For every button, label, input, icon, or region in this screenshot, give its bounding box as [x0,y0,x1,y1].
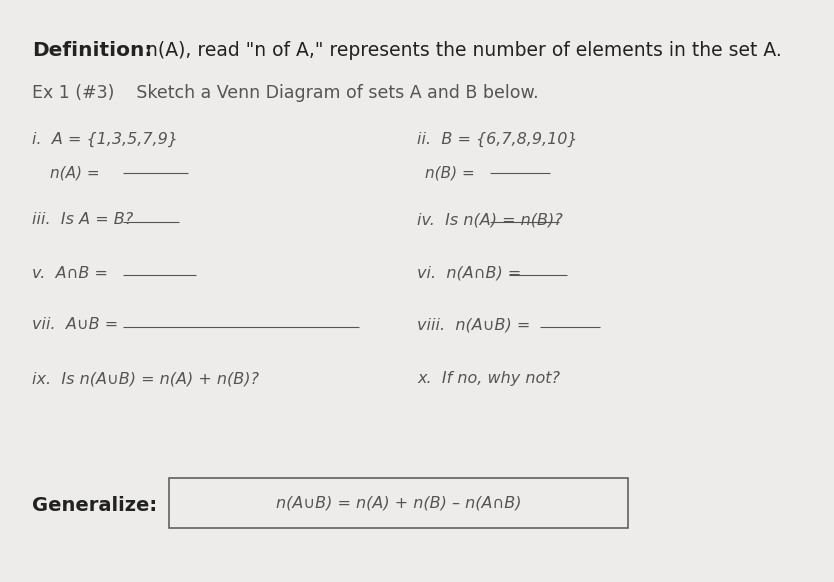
Text: ix.  Is n(A∪B) = n(A) + n(B)?: ix. Is n(A∪B) = n(A) + n(B)? [32,371,259,386]
Text: ii.  B = {6,7,8,9,10}: ii. B = {6,7,8,9,10} [417,132,577,147]
Text: v.  A∩B =: v. A∩B = [32,266,108,281]
Text: x.  If no, why not?: x. If no, why not? [417,371,560,386]
Text: Definition:: Definition: [32,41,152,60]
Text: viii.  n(A∪B) =: viii. n(A∪B) = [417,317,530,332]
Text: i.  A = {1,3,5,7,9}: i. A = {1,3,5,7,9} [32,132,178,147]
Text: n(A∪B) = n(A) + n(B) – n(A∩B): n(A∪B) = n(A) + n(B) – n(A∩B) [276,496,521,511]
Text: iv.  Is n(A) = n(B)?: iv. Is n(A) = n(B)? [417,212,563,228]
Text: vii.  A∪B =: vii. A∪B = [32,317,118,332]
Text: iii.  Is A = B?: iii. Is A = B? [32,212,133,228]
Text: n(A), read "n of A," represents the number of elements in the set A.: n(A), read "n of A," represents the numb… [146,41,781,60]
Text: n(B) =: n(B) = [425,166,475,181]
Text: n(A) =: n(A) = [50,166,100,181]
Text: Ex 1 (#3)    Sketch a Venn Diagram of sets A and B below.: Ex 1 (#3) Sketch a Venn Diagram of sets … [32,84,538,102]
Text: vi.  n(A∩B) =: vi. n(A∩B) = [417,266,521,281]
Text: Generalize:: Generalize: [32,496,157,515]
FancyBboxPatch shape [169,478,628,528]
